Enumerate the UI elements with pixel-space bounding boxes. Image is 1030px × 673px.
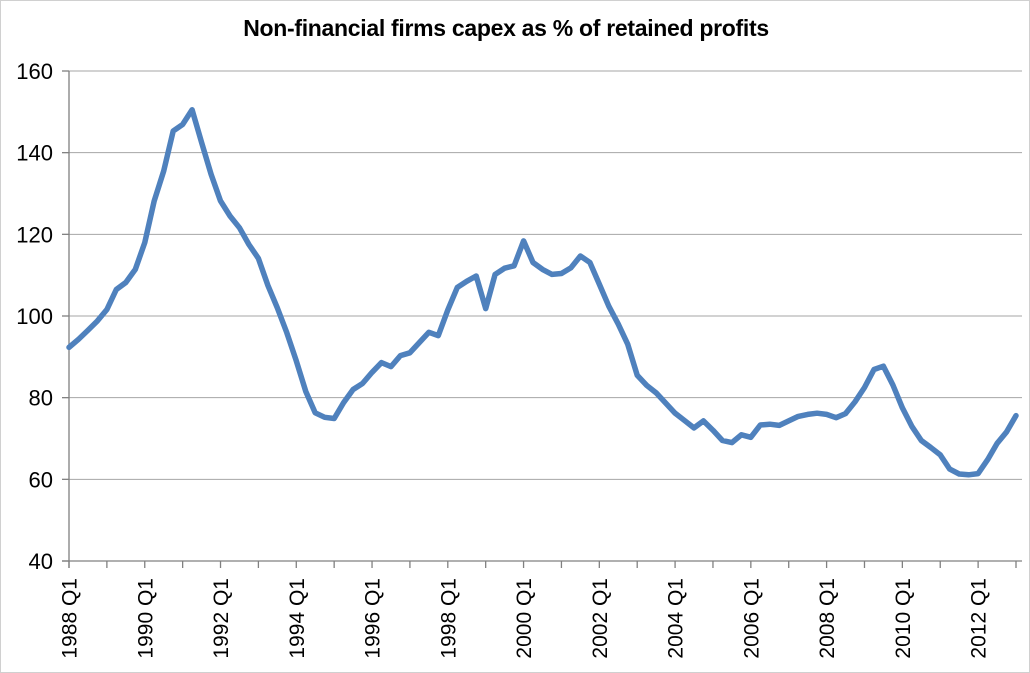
x-axis-tick-label: 2002 Q1 (589, 578, 612, 659)
x-axis-tick-label: 1996 Q1 (362, 578, 385, 659)
x-axis-tick-label: 1994 Q1 (286, 578, 309, 659)
x-axis-tick-label: 2006 Q1 (740, 578, 763, 659)
y-axis-tick-label: 60 (29, 467, 53, 492)
x-axis-tick-label: 2000 Q1 (513, 578, 536, 659)
y-axis-tick-label: 40 (29, 549, 53, 574)
y-axis-tick-label: 120 (16, 222, 53, 247)
x-axis-tick-label: 2008 Q1 (816, 578, 839, 659)
y-axis-tick-label: 80 (29, 386, 53, 411)
x-axis-tick-label: 1988 Q1 (59, 578, 82, 659)
x-axis-tick-label: 2010 Q1 (892, 578, 915, 659)
x-axis-tick-label: 2012 Q1 (968, 578, 991, 659)
x-axis-tick-label: 1990 Q1 (134, 578, 157, 659)
data-series-line (66, 107, 1019, 478)
y-axis-tick-label: 160 (16, 59, 53, 84)
chart-title: Non-financial firms capex as % of retain… (243, 15, 769, 41)
x-axis-tick-label: 1998 Q1 (437, 578, 460, 659)
y-axis-tick-label: 100 (16, 304, 53, 329)
y-axis-tick-label: 140 (16, 141, 53, 166)
x-axis-tick-label: 2004 Q1 (665, 578, 688, 659)
x-axis-tick-label: 1992 Q1 (210, 578, 233, 659)
